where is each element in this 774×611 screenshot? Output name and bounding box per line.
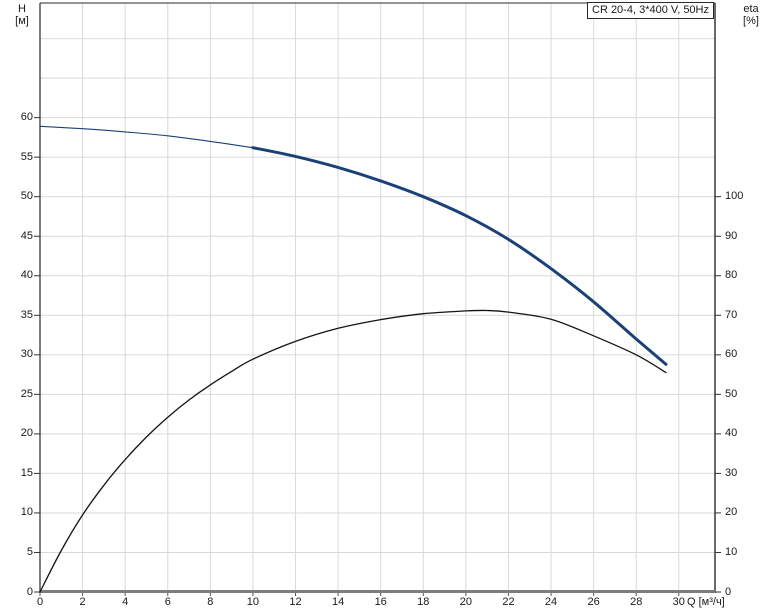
right-axis-tick-label: 20 [725, 506, 738, 519]
x-axis-tick-label: 12 [289, 596, 302, 608]
left-axis-tick-label: 0 [26, 585, 33, 598]
left-axis-tick-label: 15 [20, 466, 33, 479]
right-axis-tick-label: 80 [725, 269, 738, 282]
left-axis-tick-label: 25 [20, 387, 33, 400]
left-axis-tick-label: 55 [20, 150, 33, 163]
x-axis-title: Q [м³/ч] [687, 596, 725, 608]
right-axis-tick-label: 70 [725, 308, 738, 321]
right-axis-tick-label: 10 [725, 545, 738, 558]
x-axis-tick-label: 24 [544, 596, 558, 608]
x-axis-tick-label: 6 [164, 596, 171, 608]
right-axis-tick-label: 60 [725, 348, 738, 361]
right-axis-tick-label: 40 [725, 427, 738, 440]
left-axis-tick-label: 10 [20, 506, 33, 519]
curve-title-box: CR 20-4, 3*400 V, 50Hz [587, 2, 714, 19]
left-axis-title: H [м] [7, 3, 37, 27]
left-axis-symbol: H [18, 3, 26, 15]
x-axis-tick-label: 26 [587, 596, 600, 608]
left-axis-tick-label: 50 [20, 190, 33, 203]
left-axis-tick-label: 40 [20, 269, 33, 282]
x-axis-tick-label: 28 [630, 596, 643, 608]
right-axis-tick-label: 50 [725, 387, 738, 400]
x-axis-tick-label: 22 [502, 596, 515, 608]
x-axis-tick-label: 2 [79, 596, 86, 608]
x-axis-tick-label: 18 [417, 596, 430, 608]
x-axis-tick-label: 0 [36, 596, 44, 608]
head-curve-thin [39, 125, 254, 149]
x-axis-tick-label: 16 [374, 596, 387, 608]
left-axis-tick-label: 45 [20, 229, 33, 242]
left-axis-tick-label: 60 [20, 111, 33, 124]
head-curve [251, 146, 668, 366]
left-axis-unit: [м] [15, 15, 29, 27]
right-axis-tick-label: 30 [725, 466, 738, 479]
left-axis-tick-label: 35 [20, 308, 33, 321]
x-axis-tick-label: 20 [459, 596, 472, 608]
x-axis-tick-label: 4 [122, 596, 129, 608]
x-axis-tick-label: 10 [246, 596, 260, 608]
x-axis-tick-label: 30 [672, 596, 685, 608]
right-axis-title: eta [%] [735, 3, 767, 27]
left-axis-tick-label: 20 [20, 427, 33, 440]
x-axis-tick-label: 14 [331, 596, 345, 608]
efficiency-curve [39, 309, 667, 593]
right-axis-symbol: eta [743, 3, 759, 15]
left-axis-tick-label: 5 [26, 545, 33, 558]
right-axis-tick-label: 100 [725, 190, 744, 203]
right-axis-tick-label: 90 [725, 229, 738, 242]
x-axis-tick-label: 8 [207, 596, 214, 608]
right-axis-tick-label: 0 [725, 585, 732, 598]
right-axis-unit: [%] [743, 15, 759, 27]
left-axis-tick-label: 30 [20, 348, 33, 361]
